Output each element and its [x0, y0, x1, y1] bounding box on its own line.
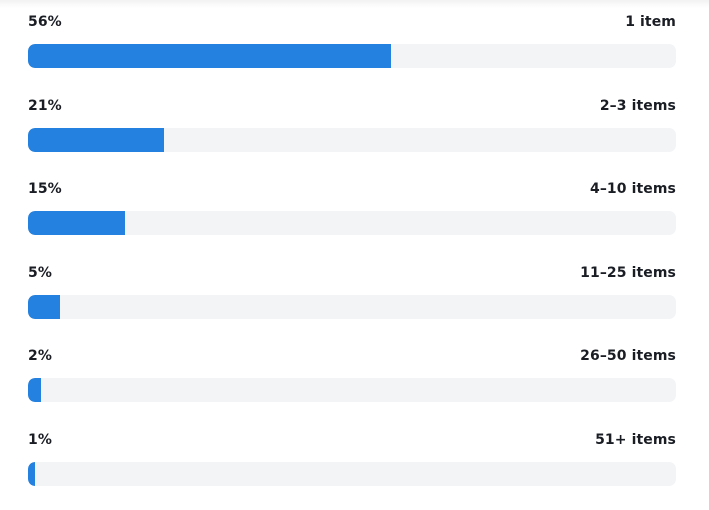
bar-row: 2% 26–50 items [28, 344, 676, 404]
bar-track [28, 294, 676, 319]
category-label: 51+ items [595, 431, 676, 448]
row-labels: 15% 4–10 items [28, 177, 676, 201]
bar-track [28, 461, 676, 486]
top-shadow [0, 0, 709, 8]
row-labels: 56% 1 item [28, 10, 676, 34]
bar-fill [28, 44, 391, 68]
percentage-label: 56% [28, 14, 62, 30]
bar-row: 21% 2–3 items [28, 94, 676, 154]
bar-track [28, 127, 676, 152]
bar-fill [28, 461, 35, 486]
percentage-label: 2% [28, 348, 52, 364]
bar-track [28, 44, 676, 68]
bar-track [28, 378, 676, 402]
percentage-label: 1% [28, 431, 52, 448]
bar-row: 15% 4–10 items [28, 177, 676, 237]
row-labels: 2% 26–50 items [28, 344, 676, 368]
row-labels: 21% 2–3 items [28, 94, 676, 118]
bar-row: 1% 51+ items [28, 428, 676, 488]
bar-row: 56% 1 item [28, 10, 676, 70]
category-label: 1 item [625, 14, 676, 30]
category-label: 2–3 items [599, 97, 676, 114]
row-labels: 1% 51+ items [28, 428, 676, 452]
row-labels: 5% 11–25 items [28, 261, 676, 285]
percentage-label: 21% [28, 97, 62, 114]
category-label: 4–10 items [589, 181, 676, 197]
bar-fill [28, 294, 61, 319]
bar-fill [28, 378, 41, 402]
bar-row: 5% 11–25 items [28, 261, 676, 321]
bar-fill [28, 127, 165, 152]
category-label: 26–50 items [580, 348, 676, 364]
percentage-label: 15% [28, 181, 62, 197]
category-label: 11–25 items [580, 264, 676, 281]
bar-track [28, 211, 676, 235]
percentage-label: 5% [28, 264, 52, 281]
bar-fill [28, 211, 126, 235]
